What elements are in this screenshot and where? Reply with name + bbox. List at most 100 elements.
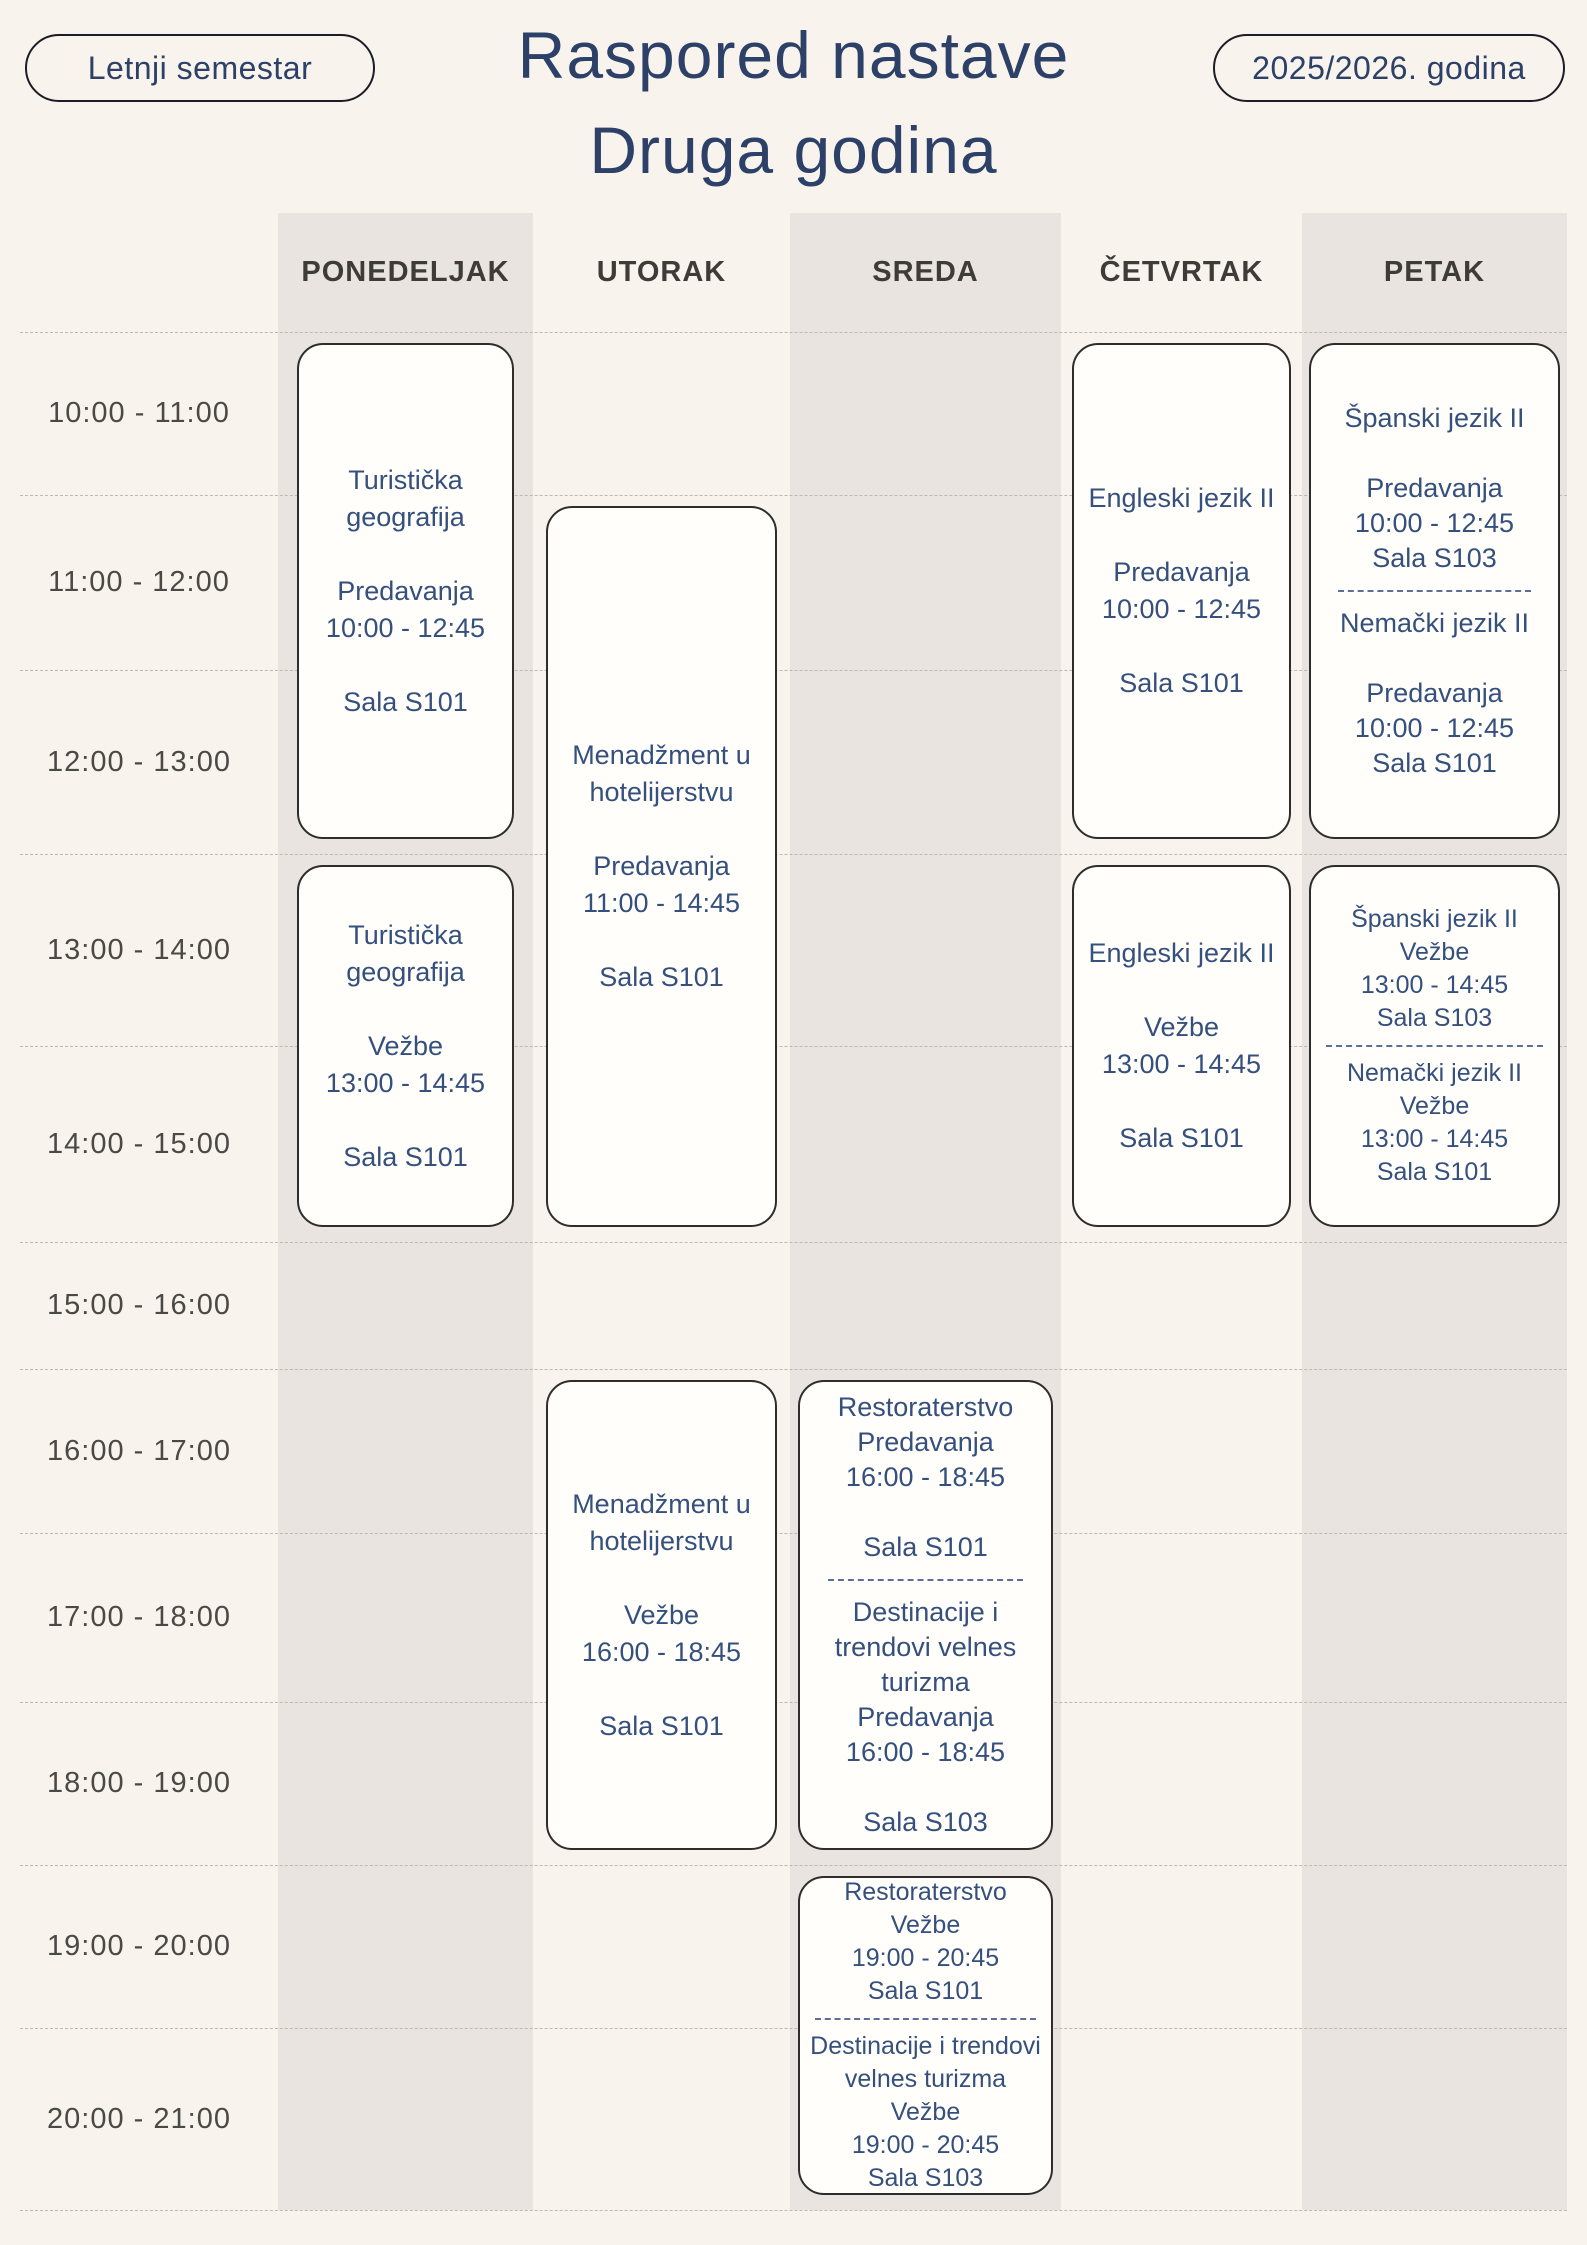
card-text-line: 13:00 - 14:45 (325, 1067, 486, 1098)
card-section-divider (827, 1579, 1024, 1581)
card-text-line: Sala S103 (867, 2164, 984, 2192)
card-text-line: Nemački jezik II (1339, 608, 1530, 638)
card-section: Destinacije i trendovi velnes turizma Vež… (800, 2030, 1051, 2193)
card-spacer-line (1080, 628, 1283, 665)
course-card: Restoraterstvo Predavanja 16:00 - 18:45 Sa… (798, 1380, 1053, 1850)
card-spacer-line (305, 991, 506, 1028)
card-text-line: Sala S103 (863, 1807, 988, 1837)
card-text-line: Destinacije i trendovi velnes turizma (810, 2032, 1048, 2093)
course-card: Restoraterstvo Vežbe 19:00 - 20:45 Sala S10… (798, 1876, 1053, 2195)
card-text-line: 11:00 - 14:45 (582, 888, 741, 918)
card-section-divider (1338, 590, 1531, 592)
course-card: Menadžment u hotelijerstvu Vežbe 16:00 - … (546, 1380, 777, 1850)
card-spacer-line (812, 1770, 1039, 1805)
card-spacer-line (305, 536, 506, 573)
card-text-line: Menadžment u hotelijerstvu (572, 740, 759, 807)
card-text-line: Predavanja (857, 1702, 994, 1732)
time-label: 14:00 - 15:00 (47, 1127, 231, 1160)
card-text-line: Sala S103 (1376, 1004, 1493, 1032)
card-spacer-line (554, 1671, 769, 1708)
card-section-divider (815, 2018, 1036, 2020)
row-line (20, 670, 1567, 671)
row-line (20, 495, 1567, 496)
card-spacer-line (554, 1560, 769, 1597)
course-card: Menadžment u hotelijerstvu Predavanja 11:… (546, 506, 777, 1227)
card-text-line: 13:00 - 14:45 (1101, 1049, 1262, 1079)
row-line (20, 1865, 1567, 1866)
card-text-line: Sala S101 (867, 1977, 984, 2005)
card-text-line: Vežbe (367, 1030, 444, 1061)
course-card: Turistička geografija Predavanja 10:00 - … (297, 343, 514, 839)
card-text-line: Vežbe (1399, 1092, 1470, 1120)
card-text-line: Vežbe (1399, 938, 1470, 966)
card-spacer-line (812, 1495, 1039, 1530)
page-title-line2: Druga godina (589, 113, 998, 187)
card-text-line: Španski jezik II (1344, 403, 1525, 433)
card-text-line: 19:00 - 20:45 (851, 1944, 1000, 1972)
time-label: 20:00 - 21:00 (47, 2102, 231, 2135)
card-text-line: Predavanja (593, 851, 730, 881)
course-card: Engleski jezik II Vežbe 13:00 - 14:45 Sal… (1072, 865, 1291, 1227)
card-text-line: Sala S101 (599, 962, 724, 992)
card-text-line: Turistička geografija (346, 919, 471, 987)
day-header-sreda: SREDA (872, 256, 979, 288)
year-badge: 2025/2026. godina (1213, 34, 1565, 102)
card-section: Engleski jezik II Vežbe 13:00 - 14:45 Sal… (1074, 935, 1289, 1157)
card-section: Restoraterstvo Predavanja 16:00 - 18:45 Sa… (800, 1390, 1051, 1565)
card-text-line: Destinacije i trendovi velnes turizma (834, 1597, 1024, 1697)
card-section: Španski jezik II Predavanja 10:00 - 12:45… (1311, 401, 1558, 576)
time-label: 15:00 - 16:00 (47, 1289, 231, 1321)
card-spacer-line (1080, 972, 1283, 1009)
row-line (20, 2210, 1567, 2211)
card-text-line: Vežbe (890, 2098, 961, 2126)
card-text-line: Sala S101 (1372, 748, 1497, 778)
time-label: 13:00 - 14:00 (47, 933, 231, 966)
card-text-line: 10:00 - 12:45 (1101, 594, 1262, 624)
card-spacer-line (1080, 1083, 1283, 1120)
card-text-line: 13:00 - 14:45 (1360, 971, 1509, 999)
card-text-line: 10:00 - 12:45 (1354, 713, 1515, 743)
row-line (20, 1242, 1567, 1243)
semester-badge: Letnji semestar (25, 34, 375, 102)
card-text-line: 16:00 - 18:45 (845, 1737, 1006, 1767)
card-section: Španski jezik II Vežbe 13:00 - 14:45 Sala S… (1311, 903, 1558, 1035)
row-line (20, 854, 1567, 855)
card-text-line: 16:00 - 18:45 (845, 1462, 1006, 1492)
day-header-ponedeljak: PONEDELJAK (301, 256, 510, 288)
time-label: 18:00 - 19:00 (47, 1767, 231, 1799)
card-section: Turistička geografija Vežbe 13:00 - 14:45… (299, 917, 512, 1176)
card-text-line: 10:00 - 12:45 (325, 612, 486, 643)
card-text-line: Sala S101 (1376, 1158, 1493, 1186)
card-text-line: Engleski jezik II (1088, 483, 1275, 513)
row-line (20, 1702, 1567, 1703)
card-section: Nemački jezik II Vežbe 13:00 - 14:45 Sala S… (1311, 1057, 1558, 1189)
time-label: 10:00 - 11:00 (48, 397, 230, 429)
card-text-line: Vežbe (623, 1599, 700, 1630)
card-text-line: Predavanja (1113, 557, 1250, 587)
card-spacer-line (1323, 641, 1546, 676)
time-label: 16:00 - 17:00 (47, 1434, 231, 1467)
page-title-line1: Raspored nastave (517, 18, 1070, 92)
card-text-line: Vežbe (890, 1911, 961, 1939)
card-text-line: Restoraterstvo (837, 1392, 1014, 1422)
card-text-line: Predavanja (337, 575, 474, 606)
card-text-line: Sala S101 (1119, 668, 1244, 698)
day-header-četvrtak: ČETVRTAK (1099, 256, 1264, 288)
card-text-line: Predavanja (1366, 678, 1503, 708)
card-text-line: Sala S101 (1119, 1123, 1244, 1153)
time-label: 17:00 - 18:00 (47, 1601, 231, 1633)
card-text-line: Španski jezik II (1351, 905, 1518, 933)
card-spacer-line (554, 811, 769, 848)
card-text-line: Restoraterstvo (844, 1878, 1007, 1906)
card-text-line: 10:00 - 12:45 (1354, 508, 1515, 538)
row-line (20, 1533, 1567, 1534)
course-card: Španski jezik II Vežbe 13:00 - 14:45 Sala S… (1309, 865, 1560, 1227)
card-spacer-line (1080, 517, 1283, 554)
card-text-line: 19:00 - 20:45 (851, 2131, 1000, 2159)
card-text-line: 13:00 - 14:45 (1360, 1125, 1509, 1153)
course-card: Turistička geografija Vežbe 13:00 - 14:45… (297, 865, 514, 1227)
card-text-line: Sala S101 (343, 1141, 468, 1172)
card-text-line: Nemački jezik II (1346, 1059, 1523, 1087)
